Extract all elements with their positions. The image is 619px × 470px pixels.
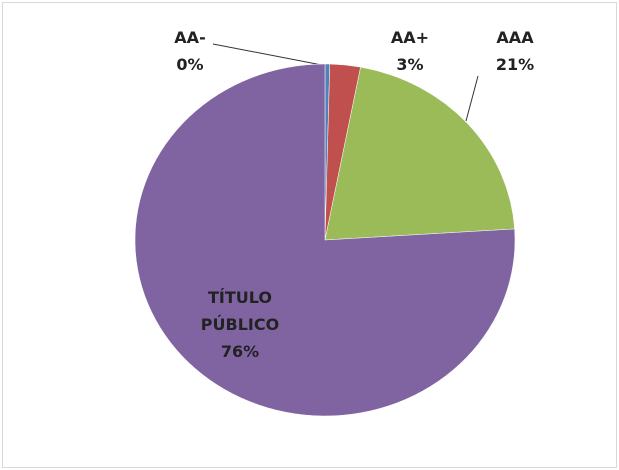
pie-slice	[324, 66, 515, 241]
value-label: 76%	[220, 342, 260, 361]
data-label: TÍTULO PÚBLICO 76%	[185, 284, 295, 365]
pie-slice	[134, 63, 516, 417]
leader-line	[465, 75, 479, 122]
data-label: AA- 0%	[160, 24, 220, 78]
category-label: AAA	[496, 28, 534, 47]
value-label: 21%	[495, 55, 535, 74]
data-label: AA+ 3%	[380, 24, 440, 78]
category-label: AA-	[174, 28, 206, 47]
value-label: 3%	[396, 55, 424, 74]
category-label: TÍTULO PÚBLICO	[200, 288, 280, 334]
value-label: 0%	[176, 55, 204, 74]
category-label: AA+	[390, 28, 430, 47]
leader-line	[212, 43, 328, 67]
data-label: AAA 21%	[485, 24, 545, 78]
